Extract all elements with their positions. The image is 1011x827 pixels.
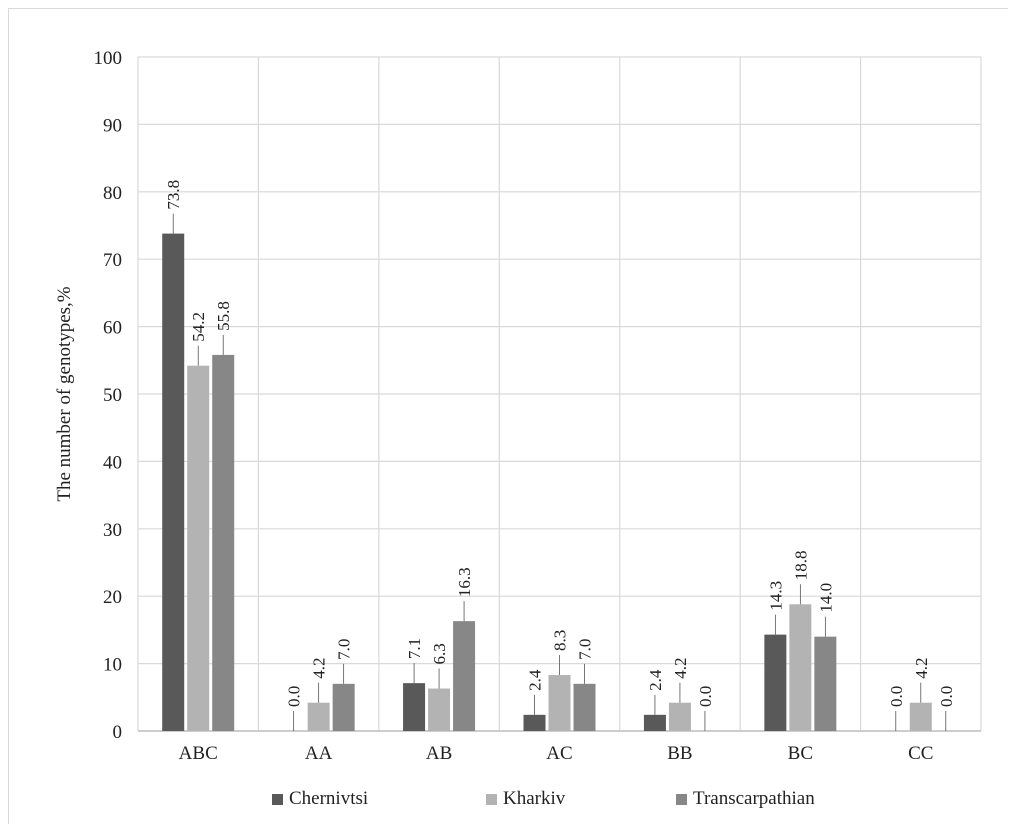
bar-chernivtsi (162, 234, 184, 731)
data-label: 4.2 (912, 657, 931, 678)
bar-transcarpathian (453, 621, 475, 731)
x-tick-label: BB (667, 743, 692, 764)
data-label: 14.0 (816, 583, 835, 613)
x-tick-label: CC (908, 743, 933, 764)
x-tick-label: AC (546, 743, 572, 764)
legend-label: Chernivtsi (289, 788, 368, 810)
y-tick-label: 80 (103, 183, 122, 204)
legend-swatch (272, 794, 283, 805)
bar-chart: 0 10 20 30 40 50 60 70 80 90 100 The number of geno… (0, 0, 1011, 790)
bar-kharkiv (789, 604, 811, 731)
data-label: 16.3 (455, 567, 474, 597)
x-tick-label: AB (426, 743, 452, 764)
data-label: 0.0 (937, 686, 956, 707)
bar-kharkiv (308, 703, 330, 731)
legend-label: Transcarpathian (693, 788, 815, 810)
data-label: 6.3 (430, 643, 449, 664)
data-label: 55.8 (214, 301, 233, 331)
y-tick-label: 30 (103, 520, 122, 541)
x-tick-label: ABC (179, 743, 218, 764)
y-tick-label: 90 (103, 115, 122, 136)
y-tick-label: 70 (103, 250, 122, 271)
y-tick-label: 40 (103, 452, 122, 473)
y-tick-label: 50 (103, 385, 122, 406)
bar-transcarpathian (814, 637, 836, 731)
y-tick-label: 10 (103, 655, 122, 676)
bar-kharkiv (669, 703, 691, 731)
x-tick-label: BC (788, 743, 813, 764)
bar-kharkiv (428, 689, 450, 731)
legend-swatch (676, 794, 687, 805)
data-label: 7.0 (335, 639, 354, 660)
y-tick-label: 0 (113, 722, 123, 743)
bar-chernivtsi (644, 715, 666, 731)
y-tick-label: 60 (103, 318, 122, 339)
bar-kharkiv (910, 703, 932, 731)
legend: Chernivtsi Kharkiv Transcarpathian (0, 784, 1011, 814)
bar-transcarpathian (333, 684, 355, 731)
x-tick-label: AA (305, 743, 333, 764)
data-label: 4.2 (671, 657, 690, 678)
legend-item-kharkiv: Kharkiv (486, 788, 565, 810)
bar-chernivtsi (524, 715, 546, 731)
legend-label: Kharkiv (503, 788, 565, 810)
data-label: 0.0 (696, 686, 715, 707)
bar-transcarpathian (212, 355, 234, 731)
legend-swatch (486, 794, 497, 805)
y-tick-label: 20 (103, 587, 122, 608)
data-label: 2.4 (646, 669, 665, 691)
bar-chernivtsi (403, 683, 425, 731)
data-label: 0.0 (285, 686, 304, 707)
legend-item-chernivtsi: Chernivtsi (272, 788, 368, 810)
data-label: 2.4 (526, 669, 545, 691)
legend-item-transcarpathian: Transcarpathian (676, 788, 815, 810)
data-label: 73.8 (164, 180, 183, 210)
bar-chernivtsi (764, 635, 786, 731)
data-label: 54.2 (189, 312, 208, 342)
data-label: 0.0 (887, 686, 906, 707)
data-label: 4.2 (310, 657, 329, 678)
data-label: 7.1 (405, 638, 424, 659)
data-label: 14.3 (766, 581, 785, 611)
y-tick-label: 100 (94, 48, 123, 69)
bar-transcarpathian (574, 684, 596, 731)
y-axis-label: The number of genotypes,% (54, 286, 75, 501)
bar-kharkiv (187, 366, 209, 731)
data-label: 18.8 (791, 551, 810, 581)
data-label: 8.3 (551, 630, 570, 651)
data-label: 7.0 (576, 639, 595, 660)
bar-kharkiv (549, 675, 571, 731)
